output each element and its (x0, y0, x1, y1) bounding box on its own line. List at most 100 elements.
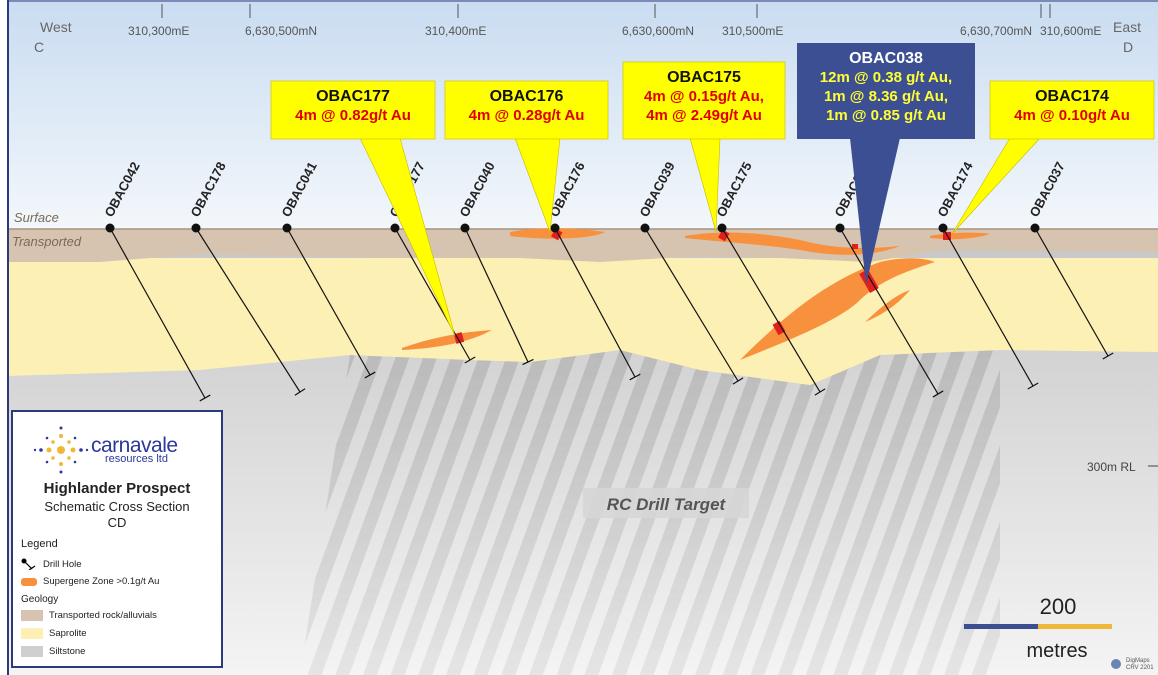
callout-box (622, 61, 786, 140)
coord-label: 6,630,700mN (960, 24, 1032, 38)
legend-siltstone-label: Siltstone (49, 646, 86, 657)
high-grade-intercept (772, 320, 786, 336)
legend-subtitle-cd: CD (107, 515, 127, 530)
siltstone-swatch (21, 646, 43, 657)
transported-swatch (21, 610, 43, 621)
drill-hole-end (932, 390, 944, 398)
drill-hole-end (522, 358, 534, 366)
drill-hole-end (294, 388, 306, 396)
callout-intercept: 4m @ 0.28g/t Au (469, 107, 585, 124)
callout-intercept: 4m @ 0.10g/t Au (1014, 107, 1130, 124)
scale-unit: metres (1026, 640, 1087, 662)
coord-label: 310,300mE (128, 24, 189, 38)
scale-bar-half (964, 624, 1038, 629)
drill-hole-collar (282, 223, 292, 233)
legend-drill-hole: Drill Hole (21, 558, 82, 570)
drill-hole-collar (835, 223, 845, 233)
scale-value: 200 (1040, 594, 1077, 619)
logo-icon (33, 426, 89, 474)
callout-intercept: 12m @ 0.38 g/t Au, (820, 69, 952, 86)
callout-intercept: 1m @ 0.85 g/t Au (826, 107, 946, 124)
drill-hole-trace (286, 227, 371, 376)
drill-hole-end (629, 373, 641, 381)
drill-hole-trace (644, 227, 739, 382)
coord-ticks (161, 4, 1051, 18)
callout-box (270, 80, 436, 140)
callout-box (797, 43, 975, 139)
callout-hole-name: OBAC176 (490, 88, 564, 105)
drill-hole-end (1027, 382, 1039, 390)
legend-saprolite: Saprolite (21, 628, 87, 639)
east-label: East (1113, 19, 1141, 35)
legend-siltstone: Siltstone (21, 646, 85, 657)
legend-transported: Transported rock/alluvials (21, 610, 157, 621)
credit-icon (1111, 659, 1121, 669)
coord-label: 310,600mE (1040, 24, 1101, 38)
callout-box (444, 80, 609, 140)
legend-supergene: Supergene Zone >0.1g/t Au (21, 576, 159, 587)
callout-intercept: 1m @ 8.36 g/t Au, (824, 88, 948, 105)
callout-intercept: 4m @ 2.49g/t Au (646, 107, 762, 124)
drill-hole-collar (717, 223, 727, 233)
drill-hole-collar (938, 223, 948, 233)
credit-line1: DigMaps (1126, 658, 1150, 664)
logo-name: carnavale (91, 434, 178, 457)
supergene-zone (865, 290, 910, 322)
drill-hole-trace (942, 227, 1034, 387)
coord-label: 6,630,600mN (622, 24, 694, 38)
drill-hole-collar (390, 223, 400, 233)
legend-title: Highlander Prospect (43, 480, 191, 497)
logo-subtitle: resources ltd (105, 453, 168, 465)
supergene-zone (740, 258, 935, 360)
legend-supergene-label: Supergene Zone >0.1g/t Au (43, 576, 160, 587)
geology-heading: Geology (21, 594, 59, 605)
drill-hole-collar (460, 223, 470, 233)
saprolite-swatch (21, 628, 43, 639)
drill-hole-end (732, 377, 744, 385)
drill-hole-end (199, 394, 211, 402)
callout-hole-name: OBAC174 (1035, 88, 1109, 105)
transported-label: Transported (12, 234, 82, 249)
coord-label: 310,400mE (425, 24, 486, 38)
callouts: OBAC177 4m @ 0.82g/t Au OBAC176 4m @ 0.28g/… (270, 43, 1155, 337)
target-label-bg (583, 488, 749, 518)
drill-hole-trace (839, 227, 939, 395)
scale-bar-half (1038, 624, 1112, 629)
west-label: West (40, 19, 72, 35)
drill-hole-collar (1030, 223, 1040, 233)
legend-heading: Legend (21, 538, 58, 550)
surface-label: Surface (14, 210, 59, 225)
rc-drill-target-label: RC Drill Target (607, 495, 727, 514)
coord-label: 310,500mE (722, 24, 783, 38)
drill-hole-trace (554, 227, 636, 378)
high-grade-intercept (859, 268, 879, 294)
drill-hole-collar (640, 223, 650, 233)
drill-hole-collar (191, 223, 201, 233)
legend-subtitle: Schematic Cross Section (44, 499, 190, 514)
drill-hole-trace (109, 227, 206, 399)
legend-transported-label: Transported rock/alluvials (49, 610, 157, 621)
drill-hole-trace (721, 227, 821, 393)
rl-label: 300m RL (1087, 460, 1136, 474)
supergene-zone (402, 330, 492, 350)
drill-hole-end (1102, 352, 1114, 360)
drill-hole-end (364, 371, 376, 379)
callout-hole-name: OBAC038 (849, 50, 923, 67)
callout-intercept: 4m @ 0.82g/t Au (295, 107, 411, 124)
drill-hole-collar (550, 223, 560, 233)
drill-hole-trace (394, 227, 471, 361)
credit-line2: CRV 2201 (1126, 665, 1154, 671)
drill-hole-collar (105, 223, 115, 233)
drill-hole-trace (464, 227, 529, 363)
drill-hole-icon (21, 558, 36, 570)
drill-hole-trace (195, 227, 301, 393)
drill-hole-end (464, 356, 476, 364)
west-letter: C (34, 39, 44, 55)
legend-drill-hole-label: Drill Hole (43, 558, 82, 570)
east-letter: D (1123, 39, 1133, 55)
callout-hole-name: OBAC175 (667, 69, 741, 86)
supergene-zone (685, 232, 900, 255)
callout-box (989, 80, 1155, 140)
legend-panel: carnavale resources ltd Highlander Prosp… (11, 410, 223, 668)
